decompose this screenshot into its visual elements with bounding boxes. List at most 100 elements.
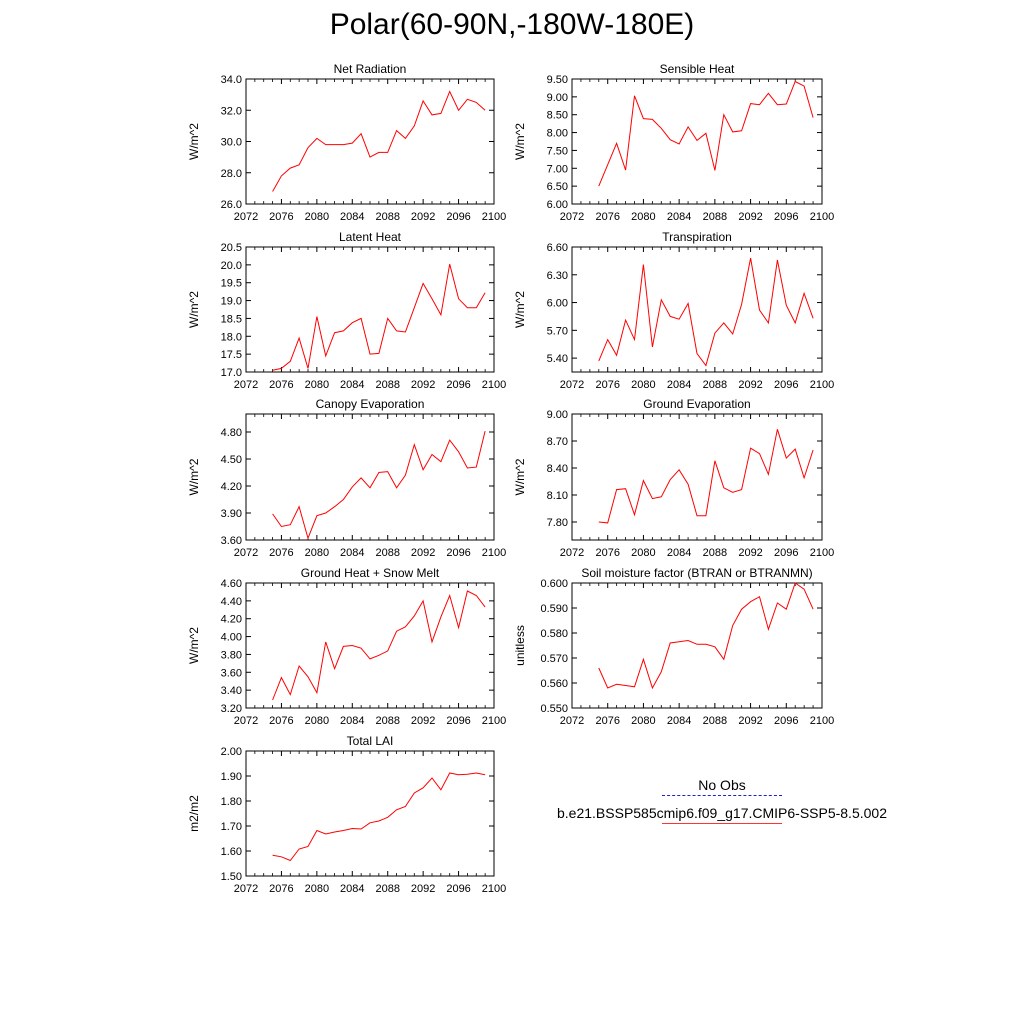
x-tick-label: 2076 [595,547,619,559]
y-tick-label: 8.50 [547,110,568,122]
x-tick-label: 2076 [269,211,293,223]
y-tick-label: 26.0 [221,199,242,211]
y-axis-label: W/m^2 [187,123,201,160]
y-tick-label: 0.550 [540,703,568,715]
y-tick-label: 1.50 [221,871,242,883]
x-tick-label: 2096 [446,715,470,727]
y-tick-label: 19.0 [221,296,242,308]
legend-line-obs [662,795,782,796]
x-tick-label: 2100 [810,379,834,391]
x-tick-label: 2088 [375,211,399,223]
y-tick-label: 32.0 [221,105,242,117]
x-tick-label: 2092 [411,547,435,559]
y-tick-label: 7.00 [547,163,568,175]
y-tick-label: 0.570 [540,653,568,665]
plot-frame [571,582,823,709]
chart-panel: Ground Heat + Snow Melt W/m^2 2072 2076 2080… [187,566,506,727]
series-line [598,429,814,524]
y-tick-label: 6.50 [547,181,568,193]
y-axis-label: W/m^2 [513,123,527,160]
chart-panel: Latent Heat W/m^2 2072 2076 2080 2084 2088 2092… [187,230,506,391]
y-axis-label: W/m^2 [187,627,201,664]
y-tick-label: 7.80 [547,517,568,529]
chart-panel: Sensible Heat W/m^2 2072 2076 2080 2084 2088 20… [513,62,834,223]
y-axis-label: m2/m2 [187,795,201,832]
series-line [598,258,814,367]
x-tick-label: 2084 [667,715,691,727]
y-tick-label: 1.90 [221,771,242,783]
x-tick-label: 2084 [340,547,364,559]
x-tick-label: 2076 [269,715,293,727]
x-tick-label: 2092 [738,547,762,559]
chart-panel: Soil moisture factor (BTRAN or BTRANMN) u… [513,566,834,727]
x-tick-label: 2100 [810,547,834,559]
plot-frame [571,78,823,205]
panel-title: Transpiration [662,230,732,244]
y-tick-label: 20.5 [221,242,242,254]
panel-title: Ground Heat + Snow Melt [301,566,440,580]
legend-line-model [662,823,782,824]
x-tick-label: 2096 [446,547,470,559]
x-tick-label: 2080 [631,715,655,727]
y-tick-label: 17.0 [221,367,242,379]
x-tick-label: 2080 [305,379,329,391]
x-tick-label: 2084 [667,211,691,223]
y-tick-label: 3.90 [221,508,242,520]
x-tick-label: 2100 [482,547,506,559]
y-tick-label: 4.50 [221,454,242,466]
series-line [598,80,814,187]
plot-frame [245,582,495,709]
y-tick-label: 8.70 [547,436,568,448]
y-tick-label: 2.00 [221,746,242,758]
panel-title: Sensible Heat [660,62,735,76]
x-tick-label: 2092 [738,715,762,727]
x-tick-label: 2072 [234,715,258,727]
legend-label-obs: No Obs [698,777,746,793]
x-tick-label: 2080 [305,547,329,559]
y-tick-label: 18.5 [221,313,242,325]
y-axis-label: W/m^2 [513,291,527,328]
y-tick-label: 5.70 [547,325,568,337]
x-tick-label: 2092 [738,211,762,223]
x-tick-label: 2088 [703,547,727,559]
panel-title: Total LAI [347,734,394,748]
legend-label-model: b.e21.BSSP585cmip6.f09_g17.CMIP6-SSP5-8.… [557,805,887,821]
y-tick-label: 20.0 [221,260,242,272]
y-tick-label: 3.60 [221,667,242,679]
y-tick-label: 0.590 [540,603,568,615]
y-tick-label: 9.00 [547,409,568,421]
panel-title: Ground Evaporation [643,397,750,411]
chart-panel: Transpiration W/m^2 2072 2076 2080 2084 2088 20… [513,230,834,391]
y-axis-label: W/m^2 [513,458,527,495]
y-tick-label: 7.50 [547,145,568,157]
x-tick-label: 2080 [631,379,655,391]
x-tick-label: 2072 [560,211,584,223]
plot-frame [245,78,495,205]
x-tick-label: 2100 [482,715,506,727]
y-tick-label: 28.0 [221,168,242,180]
y-tick-label: 9.50 [547,74,568,86]
x-tick-label: 2072 [234,379,258,391]
y-tick-label: 6.00 [547,199,568,211]
x-tick-label: 2072 [234,211,258,223]
x-tick-label: 2100 [482,379,506,391]
series-line [272,430,486,540]
x-tick-label: 2096 [446,379,470,391]
y-tick-label: 3.20 [221,703,242,715]
x-tick-label: 2088 [703,715,727,727]
chart-panel: Total LAI m2/m2 2072 2076 2080 2084 2088 2092 20… [187,734,506,895]
x-tick-label: 2080 [631,547,655,559]
panel-title: Canopy Evaporation [316,397,425,411]
x-tick-label: 2100 [810,211,834,223]
y-tick-label: 0.580 [540,628,568,640]
y-tick-label: 4.60 [221,578,242,590]
x-tick-label: 2100 [482,883,506,895]
y-tick-label: 1.70 [221,821,242,833]
x-tick-label: 2072 [560,379,584,391]
x-tick-label: 2100 [810,715,834,727]
x-tick-label: 2076 [269,547,293,559]
series-line [272,263,486,371]
x-tick-label: 2084 [340,715,364,727]
y-tick-label: 1.60 [221,846,242,858]
x-tick-label: 2076 [269,883,293,895]
